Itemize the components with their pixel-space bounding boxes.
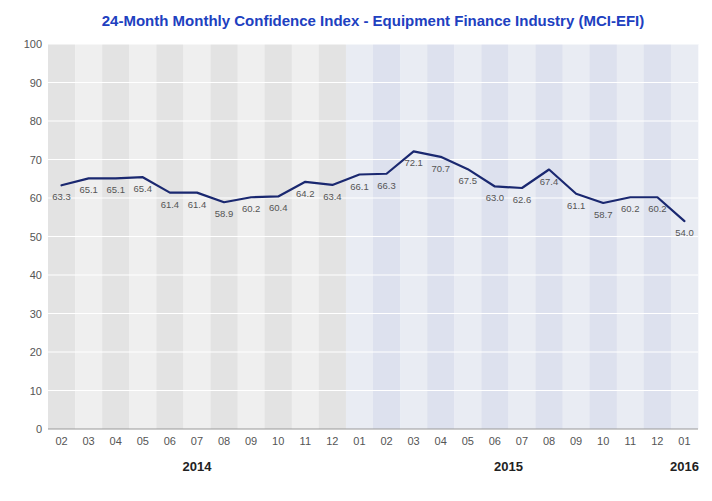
x-tick-label: 02 xyxy=(55,435,67,447)
y-tick-label: 60 xyxy=(30,192,42,204)
x-tick-label: 08 xyxy=(218,435,230,447)
grid-line xyxy=(48,313,698,314)
chart-svg: 0102030405060708090100020304050607080910… xyxy=(0,0,712,501)
x-tick-label: 08 xyxy=(543,435,555,447)
y-tick-label: 20 xyxy=(30,346,42,358)
y-tick-label: 30 xyxy=(30,308,42,320)
chart-title: 24-Month Monthly Confidence Index - Equi… xyxy=(102,12,645,29)
year-label: 2014 xyxy=(182,459,212,474)
data-label: 63.0 xyxy=(486,192,505,203)
x-tick-label: 06 xyxy=(489,435,501,447)
chart-root: 0102030405060708090100020304050607080910… xyxy=(0,0,712,501)
data-labels: 63.3 65.1 65.1 65.4 61.4 61.4 58.9 60.2 60.4 64.2… xyxy=(52,157,693,238)
x-tick-label: 10 xyxy=(597,435,609,447)
x-tick-label: 01 xyxy=(353,435,365,447)
y-tick-label: 80 xyxy=(30,115,42,127)
y-tick-label: 100 xyxy=(24,38,42,50)
x-tick-label: 09 xyxy=(570,435,582,447)
y-tick-label: 40 xyxy=(30,269,42,281)
x-tick-label: 03 xyxy=(83,435,95,447)
x-tick-label: 02 xyxy=(380,435,392,447)
grid-line xyxy=(48,44,698,45)
data-label: 65.4 xyxy=(134,183,153,194)
background-bands xyxy=(48,44,698,429)
x-tick-label: 01 xyxy=(678,435,690,447)
y-tick-label: 70 xyxy=(30,154,42,166)
y-tick-label: 50 xyxy=(30,231,42,243)
grid-line xyxy=(48,82,698,83)
data-label: 58.7 xyxy=(594,209,613,220)
data-label: 65.1 xyxy=(106,184,125,195)
year-label: 2016 xyxy=(670,459,699,474)
grid-line xyxy=(48,236,698,237)
grid-line xyxy=(48,352,698,353)
x-tick-label: 11 xyxy=(300,435,311,447)
grid-line xyxy=(48,390,698,391)
x-tick-label: 12 xyxy=(651,435,663,447)
data-label: 61.4 xyxy=(161,199,180,210)
data-label: 61.1 xyxy=(567,200,586,211)
x-tick-label: 09 xyxy=(245,435,257,447)
year-label: 2015 xyxy=(494,459,523,474)
data-label: 61.4 xyxy=(188,199,207,210)
data-label: 63.3 xyxy=(52,191,71,202)
data-label: 62.6 xyxy=(513,194,532,205)
y-tick-label: 10 xyxy=(30,385,42,397)
x-tick-label: 03 xyxy=(408,435,420,447)
x-tick-label: 07 xyxy=(516,435,528,447)
x-tick-label: 10 xyxy=(272,435,284,447)
grid-line xyxy=(48,159,698,160)
grid-line xyxy=(48,429,698,430)
plot-area xyxy=(62,151,685,221)
data-label: 66.1 xyxy=(350,181,369,192)
x-tick-label: 06 xyxy=(164,435,176,447)
data-label: 60.2 xyxy=(648,203,667,214)
data-label: 64.2 xyxy=(296,188,315,199)
data-label: 67.4 xyxy=(540,176,559,187)
grid-line xyxy=(48,275,698,276)
data-label: 65.1 xyxy=(79,184,98,195)
data-label: 54.0 xyxy=(675,227,694,238)
x-tick-label: 07 xyxy=(191,435,203,447)
x-tick-label: 05 xyxy=(462,435,474,447)
data-label: 58.9 xyxy=(215,208,234,219)
grid-line xyxy=(48,198,698,199)
data-label: 72.1 xyxy=(404,157,423,168)
x-tick-label: 04 xyxy=(435,435,447,447)
x-tick-label: 11 xyxy=(625,435,636,447)
data-label: 60.2 xyxy=(621,203,640,214)
y-tick-label: 90 xyxy=(30,77,42,89)
data-label: 67.5 xyxy=(459,175,478,186)
index-line xyxy=(62,151,685,221)
grid xyxy=(48,44,698,429)
data-label: 60.2 xyxy=(242,203,261,214)
x-tick-label: 04 xyxy=(110,435,122,447)
y-tick-label: 0 xyxy=(36,423,42,435)
grid-line xyxy=(48,121,698,122)
data-label: 66.3 xyxy=(377,180,396,191)
data-label: 63.4 xyxy=(323,191,342,202)
x-tick-label: 12 xyxy=(326,435,338,447)
x-tick-label: 05 xyxy=(137,435,149,447)
data-label: 60.4 xyxy=(269,202,288,213)
data-label: 70.7 xyxy=(431,163,450,174)
